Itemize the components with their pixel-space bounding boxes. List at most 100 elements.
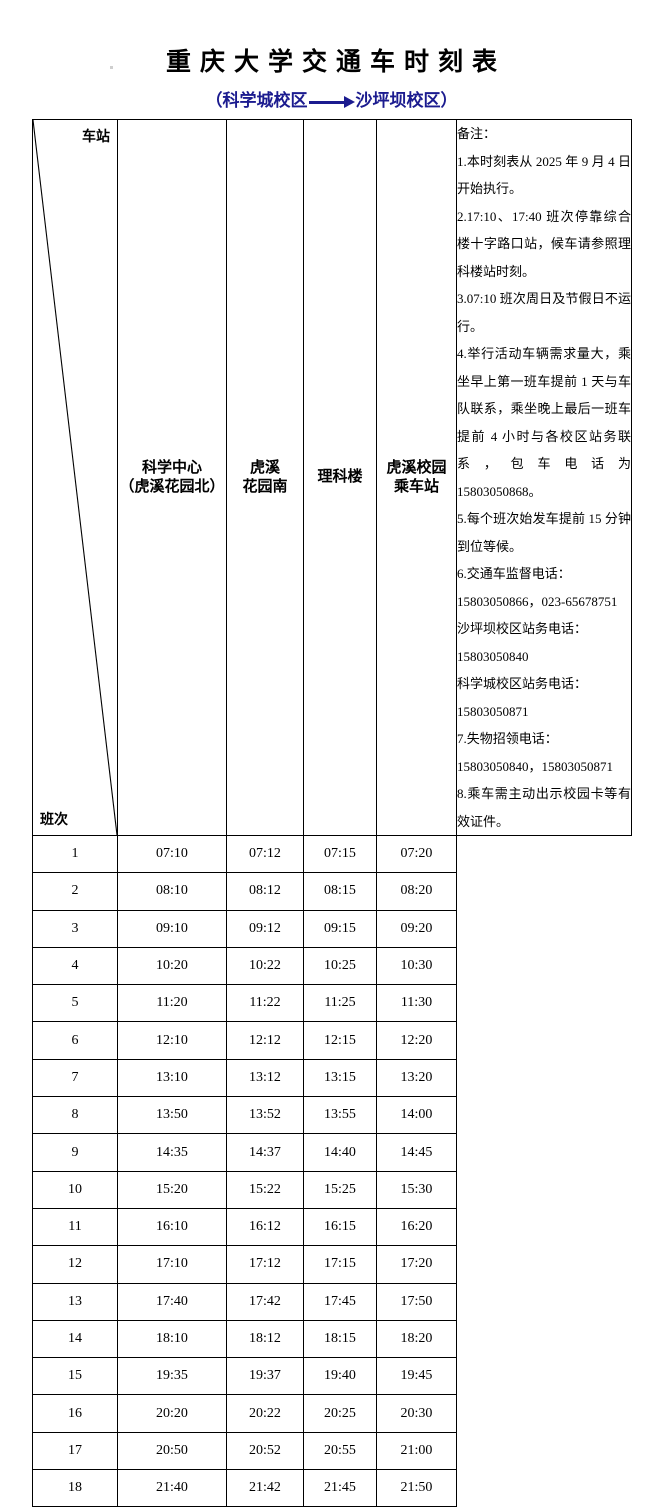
time-station-4: 16:20 bbox=[376, 1207, 457, 1247]
time-station-1: 20:20 bbox=[117, 1394, 227, 1433]
time-station-1: 21:40 bbox=[117, 1469, 227, 1507]
time-station-1: 18:10 bbox=[117, 1319, 227, 1359]
table-row: 2 08:10 08:12 08:15 08:20 bbox=[32, 872, 632, 911]
time-station-1: 15:20 bbox=[117, 1170, 227, 1209]
column-header-station-4: 虎溪校园 乘车站 bbox=[376, 119, 457, 836]
time-station-3: 07:15 bbox=[303, 834, 377, 874]
table-row: 4 10:20 10:22 10:25 10:30 bbox=[32, 946, 632, 986]
station-4-line1: 虎溪校园 bbox=[386, 459, 447, 476]
schedule-body: 1 07:10 07:12 07:15 07:20 2 08:10 08:12 … bbox=[32, 834, 632, 1507]
run-number: 3 bbox=[32, 909, 118, 948]
time-station-2: 20:52 bbox=[226, 1431, 304, 1471]
station-1-line1: 科学中心 bbox=[141, 459, 202, 476]
note-item-6-kexuecheng-phone: 15803050871 bbox=[457, 703, 529, 719]
note-item-3: 3.07:10 班次周日及节假日不运行。 bbox=[457, 291, 631, 334]
table-row: 15 19:35 19:37 19:40 19:45 bbox=[32, 1357, 632, 1396]
note-item-8: 8.乘车需主动出示校园卡等有效证件。 bbox=[457, 786, 631, 829]
time-station-4: 13:20 bbox=[376, 1058, 457, 1098]
corner-row-label: 班次 bbox=[40, 813, 68, 828]
run-number: 15 bbox=[32, 1357, 118, 1396]
run-number: 5 bbox=[32, 984, 118, 1023]
table-row: 14 18:10 18:12 18:15 18:20 bbox=[32, 1319, 632, 1359]
notes-header: 备注： bbox=[457, 126, 497, 141]
time-station-3: 10:25 bbox=[303, 946, 377, 986]
table-row: 5 11:20 11:22 11:25 11:30 bbox=[32, 984, 632, 1023]
time-station-1: 13:10 bbox=[117, 1058, 227, 1098]
table-row: 17 20:50 20:52 20:55 21:00 bbox=[32, 1431, 632, 1471]
time-station-3: 18:15 bbox=[303, 1319, 377, 1359]
time-station-3: 15:25 bbox=[303, 1170, 377, 1209]
time-station-2: 12:12 bbox=[226, 1021, 304, 1060]
subtitle-destination-text: 沙坪坝校区） bbox=[355, 91, 458, 110]
table-row: 18 21:40 21:42 21:45 21:50 bbox=[32, 1469, 632, 1507]
time-station-1: 08:10 bbox=[117, 872, 227, 911]
time-station-4: 12:20 bbox=[376, 1021, 457, 1060]
table-row: 12 17:10 17:12 17:15 17:20 bbox=[32, 1245, 632, 1284]
time-station-1: 20:50 bbox=[117, 1431, 227, 1471]
time-station-1: 17:40 bbox=[117, 1282, 227, 1321]
note-item-6-phones: 15803050866，023-65678751 bbox=[457, 593, 618, 609]
column-header-station-3: 理科楼 bbox=[303, 119, 377, 836]
table-row: 6 12:10 12:12 12:15 12:20 bbox=[32, 1021, 632, 1060]
time-station-2: 17:42 bbox=[226, 1282, 304, 1321]
time-station-1: 14:35 bbox=[117, 1133, 227, 1172]
schedule-table-container: 车站 班次 科学中心 （虎溪花园北） 虎溪 花园南 理科楼 虎溪校园 乘车站 bbox=[32, 119, 632, 1507]
time-station-4: 18:20 bbox=[376, 1319, 457, 1359]
run-number: 7 bbox=[32, 1058, 118, 1098]
station-2-line2: 花园南 bbox=[242, 478, 288, 495]
time-station-4: 07:20 bbox=[376, 834, 457, 874]
run-number: 11 bbox=[32, 1207, 118, 1247]
corner-column-label: 车站 bbox=[82, 130, 110, 145]
time-station-3: 17:15 bbox=[303, 1245, 377, 1284]
corner-diagonal-header: 车站 班次 bbox=[32, 119, 118, 836]
time-station-4: 11:30 bbox=[376, 984, 457, 1023]
note-item-1: 1.本时刻表从 2025 年 9 月 4 日开始执行。 bbox=[457, 153, 631, 197]
time-station-2: 19:37 bbox=[226, 1357, 304, 1396]
note-item-6: 6.交通车监督电话： bbox=[457, 566, 571, 581]
column-header-station-1: 科学中心 （虎溪花园北） bbox=[117, 119, 227, 836]
notes-column-cell: 备注： 1.本时刻表从 2025 年 9 月 4 日开始执行。 2.17:10、… bbox=[456, 119, 632, 836]
run-number: 16 bbox=[32, 1394, 118, 1433]
run-number: 12 bbox=[32, 1245, 118, 1284]
table-row: 7 13:10 13:12 13:15 13:20 bbox=[32, 1058, 632, 1098]
run-number: 14 bbox=[32, 1319, 118, 1359]
table-row: 3 09:10 09:12 09:15 09:20 bbox=[32, 909, 632, 948]
time-station-1: 17:10 bbox=[117, 1245, 227, 1284]
table-row: 11 16:10 16:12 16:15 16:20 bbox=[32, 1207, 632, 1247]
time-station-4: 08:20 bbox=[376, 872, 457, 911]
table-row: 1 07:10 07:12 07:15 07:20 bbox=[32, 834, 632, 874]
time-station-1: 07:10 bbox=[117, 834, 227, 874]
run-number: 1 bbox=[32, 834, 118, 874]
time-station-3: 21:45 bbox=[303, 1469, 377, 1507]
run-number: 17 bbox=[32, 1431, 118, 1471]
note-item-6-shapingba-label: 沙坪坝校区站务电话： bbox=[457, 621, 588, 636]
station-3-line1: 理科楼 bbox=[317, 469, 363, 486]
run-number: 4 bbox=[32, 946, 118, 986]
time-station-3: 09:15 bbox=[303, 909, 377, 948]
time-station-2: 13:12 bbox=[226, 1058, 304, 1098]
time-station-1: 13:50 bbox=[117, 1096, 227, 1135]
time-station-2: 17:12 bbox=[226, 1245, 304, 1284]
run-number: 10 bbox=[32, 1170, 118, 1209]
table-row: 10 15:20 15:22 15:25 15:30 bbox=[32, 1170, 632, 1209]
run-number: 2 bbox=[32, 872, 118, 911]
station-1-line2: （虎溪花园北） bbox=[119, 478, 225, 495]
time-station-2: 11:22 bbox=[226, 984, 304, 1023]
time-station-3: 12:15 bbox=[303, 1021, 377, 1060]
time-station-4: 10:30 bbox=[376, 946, 457, 986]
time-station-3: 14:40 bbox=[303, 1133, 377, 1172]
table-row: 16 20:20 20:22 20:25 20:30 bbox=[32, 1394, 632, 1433]
run-number: 6 bbox=[32, 1021, 118, 1060]
time-station-2: 15:22 bbox=[226, 1170, 304, 1209]
time-station-2: 20:22 bbox=[226, 1394, 304, 1433]
time-station-4: 09:20 bbox=[376, 909, 457, 948]
table-header-row: 车站 班次 科学中心 （虎溪花园北） 虎溪 花园南 理科楼 虎溪校园 乘车站 bbox=[32, 119, 632, 836]
time-station-4: 14:45 bbox=[376, 1133, 457, 1172]
time-station-2: 21:42 bbox=[226, 1469, 304, 1507]
note-item-7-phones: 15803050840，15803050871 bbox=[457, 758, 614, 774]
scan-artifact-speck bbox=[110, 66, 113, 69]
run-number: 13 bbox=[32, 1282, 118, 1321]
time-station-2: 08:12 bbox=[226, 872, 304, 911]
time-station-4: 14:00 bbox=[376, 1096, 457, 1135]
time-station-1: 16:10 bbox=[117, 1207, 227, 1247]
